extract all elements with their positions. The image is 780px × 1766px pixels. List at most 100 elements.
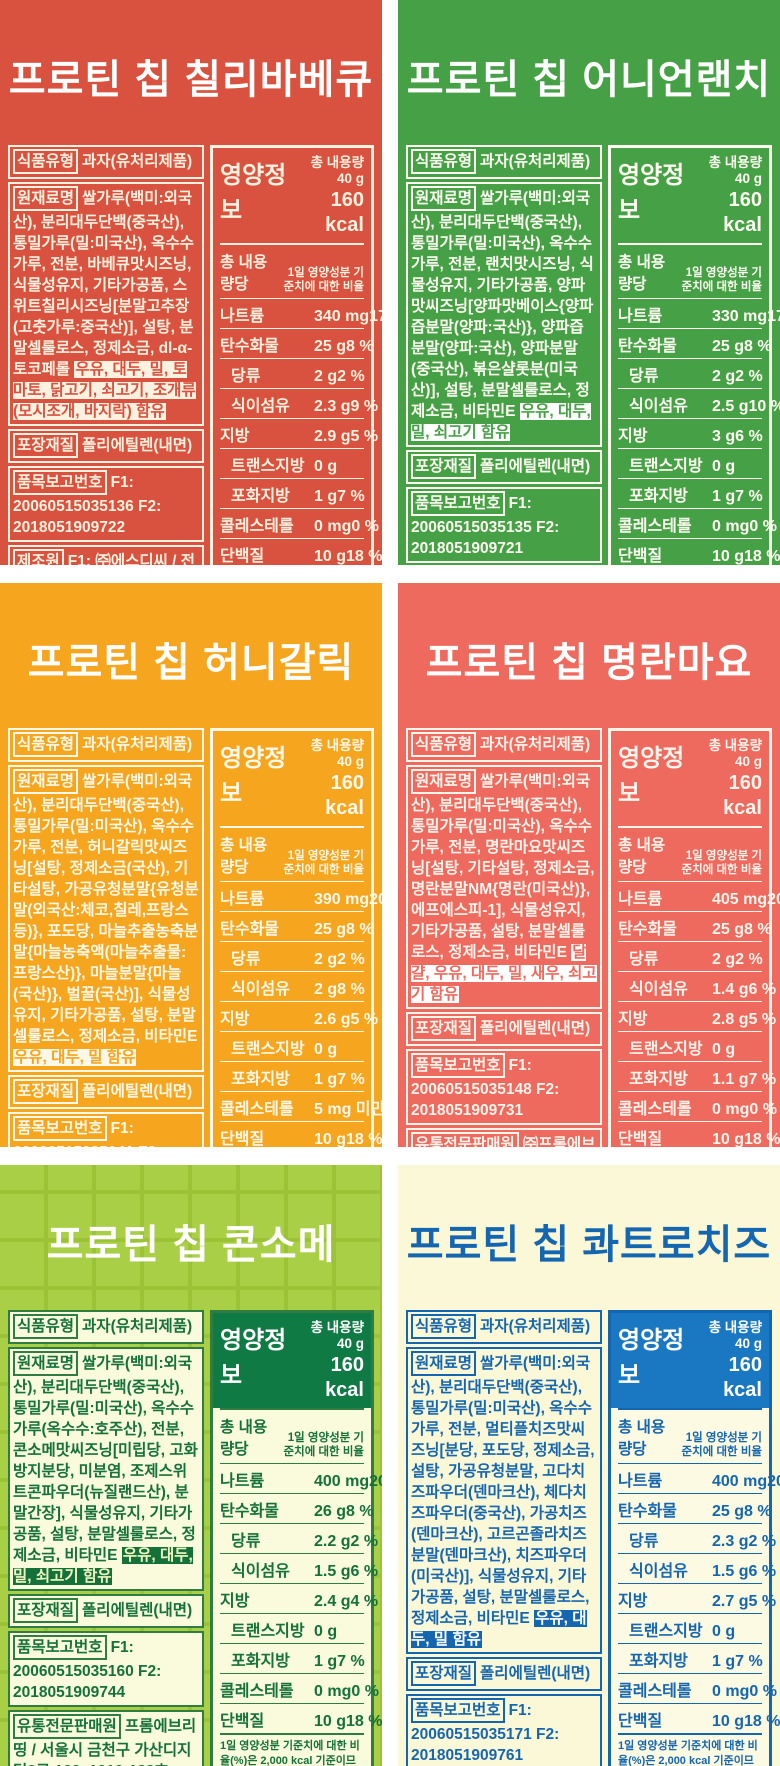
- per-serving-label: 총 내용량당: [220, 1419, 268, 1459]
- info-value: 과자(유처리제품): [480, 1317, 591, 1335]
- nutrient-name: 지방: [220, 1593, 250, 1611]
- info-label: 품목보고번호: [411, 490, 505, 516]
- nutrient-name: 단백질: [618, 1713, 663, 1731]
- nutrient-name: 지방: [220, 1011, 250, 1029]
- nutrient-amount: 25 g: [712, 921, 745, 939]
- nutrient-amount: 0 mg: [712, 518, 750, 536]
- info-row-식품유형: 식품유형 과자(유처리제품): [406, 727, 602, 762]
- total-amount: 총 내용량 40 g: [310, 1319, 364, 1352]
- product-card-quattro-cheese: 프로틴 칩 콰트로치즈 식품유형 과자(유처리제품) 원재료명 쌀가루(백미:외국산)…: [398, 1165, 780, 1766]
- nutrient-percent: 8 %: [346, 338, 374, 356]
- nutrient-name: 식이섬유: [231, 1563, 290, 1581]
- nutrient-amount: 2 g: [314, 951, 338, 969]
- nutrient-percent: 20 %: [369, 1473, 382, 1491]
- nutrient-amount: 2 g: [314, 368, 338, 386]
- card-body: 식품유형 과자(유처리제품) 원재료명 쌀가루(백미:외국산), 분리대두단백(중국산…: [406, 1309, 780, 1766]
- daily-value-header: 1일 영양성분 기준치에 대한 비율: [283, 266, 364, 293]
- info-table: 식품유형 과자(유처리제품) 원재료명 쌀가루(백미:외국산), 분리대두단백(중국산…: [406, 1309, 602, 1766]
- nutrition-title: 영양정보: [618, 161, 685, 224]
- nutrient-name: 포화지방: [629, 1653, 688, 1671]
- daily-value-header: 1일 영양성분 기준치에 대한 비율: [283, 849, 364, 876]
- nutrition-total: 총 내용량 40 g 160 kcal: [692, 155, 762, 239]
- nutrient-name: 나트륨: [220, 891, 265, 909]
- info-label: 원재료명: [411, 768, 477, 794]
- info-value: 프롬에브리띵 / 서울시 금천구 가산디지털2로 123, 1010-188호: [13, 1717, 197, 1766]
- nutrient-name: 탄수화물: [220, 1503, 279, 1521]
- nutrient-amount: 10 g: [314, 1131, 347, 1147]
- nutrient-row-나트륨: 나트륨 405 mg20 %: [618, 881, 780, 911]
- nutrient-name: 단백질: [220, 548, 265, 565]
- nutrient-amount: 1.5 g: [314, 1563, 351, 1581]
- nutrient-percent: 17 %: [369, 308, 382, 326]
- nutrient-percent: 2 %: [350, 1533, 379, 1551]
- right-column: 영양정보 총 내용량 40 g 160 kcal 총 내용량당 1일 영양성분 …: [608, 727, 780, 1147]
- nutrient-amount: 1 g: [712, 1653, 736, 1671]
- nutrient-name: 트랜스지방: [231, 458, 305, 476]
- nutrient-name: 나트륨: [220, 308, 265, 326]
- nutrient-name: 트랜스지방: [629, 1041, 703, 1059]
- nutrient-amount: 400 mg: [712, 1473, 768, 1491]
- nutrient-amount: 0 g: [314, 458, 338, 476]
- info-value: F1: 20060515035136 F2: 2018051909722: [13, 473, 162, 536]
- nutrient-name: 포화지방: [231, 1071, 290, 1089]
- nutrient-row-콜레스테롤: 콜레스테롤 0 mg 0 %: [618, 1091, 777, 1121]
- info-value: F1: 20060515035141 F2: 2018051909723: [13, 1119, 161, 1147]
- info-label: 포장재질: [13, 1597, 79, 1623]
- nutrient-row-트랜스지방: 트랜스지방 0 g: [220, 1613, 364, 1643]
- nutrient-percent: 5 %: [350, 1011, 379, 1029]
- nutrient-row-단백질: 단백질 10 g 18 %: [618, 1703, 780, 1733]
- info-label: 원재료명: [411, 1350, 477, 1376]
- nutrient-amount: 1 g: [314, 1071, 338, 1089]
- nutrient-percent: 6 %: [748, 1563, 777, 1581]
- nutrient-name: 트랜스지방: [231, 1041, 305, 1059]
- total-amount: 총 내용량 40 g: [708, 737, 762, 770]
- nutrient-name: 트랜스지방: [629, 458, 703, 476]
- nutrient-name: 콜레스테롤: [220, 1101, 294, 1119]
- nutrient-amount: 1 g: [314, 1653, 338, 1671]
- nutrient-name: 단백질: [220, 1131, 265, 1147]
- info-row-원재료명: 원재료명 쌀가루(백미:외국산), 분리대두단백(중국산), 통밀가루(밀:미국산…: [406, 764, 602, 1009]
- info-label: 식품유형: [411, 148, 477, 174]
- nutrient-amount: 1.4 g: [712, 981, 749, 999]
- nutrient-name: 탄수화물: [220, 338, 279, 356]
- nutrient-percent: 20 %: [369, 891, 382, 909]
- nutrition-total: 총 내용량 40 g 160 kcal: [692, 738, 762, 822]
- nutrient-percent: 2 %: [735, 951, 763, 969]
- nutrient-percent: 7 %: [337, 488, 365, 506]
- card-body: 식품유형 과자(유처리제품) 원재료명 쌀가루(백미:외국산), 분리대두단백(중국산…: [8, 727, 382, 1147]
- nutrient-percent: 0 %: [749, 1683, 777, 1701]
- nutrient-amount: 1 g: [314, 488, 338, 506]
- nutrition-total: 총 내용량 40 g 160 kcal: [294, 155, 364, 239]
- info-value: 쌀가루(백미:외국산), 분리대두단백(중국산), 통밀가루(밀:미국산), 옥…: [411, 772, 595, 961]
- nutrient-amount: 0 mg: [712, 1683, 750, 1701]
- nutrient-amount: 340 mg: [314, 308, 370, 326]
- nutrition-title: 영양정보: [220, 744, 287, 807]
- nutrient-amount: 1.1 g: [712, 1071, 749, 1089]
- nutrient-percent: 20 %: [767, 1473, 780, 1491]
- nutrient-amount: 2 g: [314, 981, 338, 999]
- nutrient-name: 포화지방: [231, 488, 290, 506]
- info-label: 품목보고번호: [411, 1052, 505, 1078]
- right-column: 영양정보 총 내용량 40 g 160 kcal 총 내용량당 1일 영양성분 …: [210, 144, 382, 565]
- nutrient-percent: 10 %: [748, 398, 780, 416]
- nutrient-row-트랜스지방: 트랜스지방 0 g: [618, 1613, 762, 1643]
- info-table: 식품유형 과자(유처리제품) 원재료명 쌀가루(백미:외국산), 분리대두단백(중국산…: [8, 144, 204, 565]
- nutrient-name: 포화지방: [629, 1071, 688, 1089]
- nutrition-title: 영양정보: [618, 1326, 685, 1389]
- nutrient-row-식이섬유: 식이섬유 2.5 g10 %: [618, 388, 780, 418]
- nutrition-header: 영양정보 총 내용량 40 g 160 kcal: [611, 148, 769, 244]
- info-value: 과자(유처리제품): [480, 152, 591, 170]
- nutrient-row-콜레스테롤: 콜레스테롤 0 mg 0 %: [220, 1673, 379, 1703]
- info-label: 품목보고번호: [411, 1697, 505, 1723]
- info-value: 쌀가루(백미:외국산), 분리대두단백(중국산), 통밀가루(밀:미국산), 옥…: [13, 772, 199, 1045]
